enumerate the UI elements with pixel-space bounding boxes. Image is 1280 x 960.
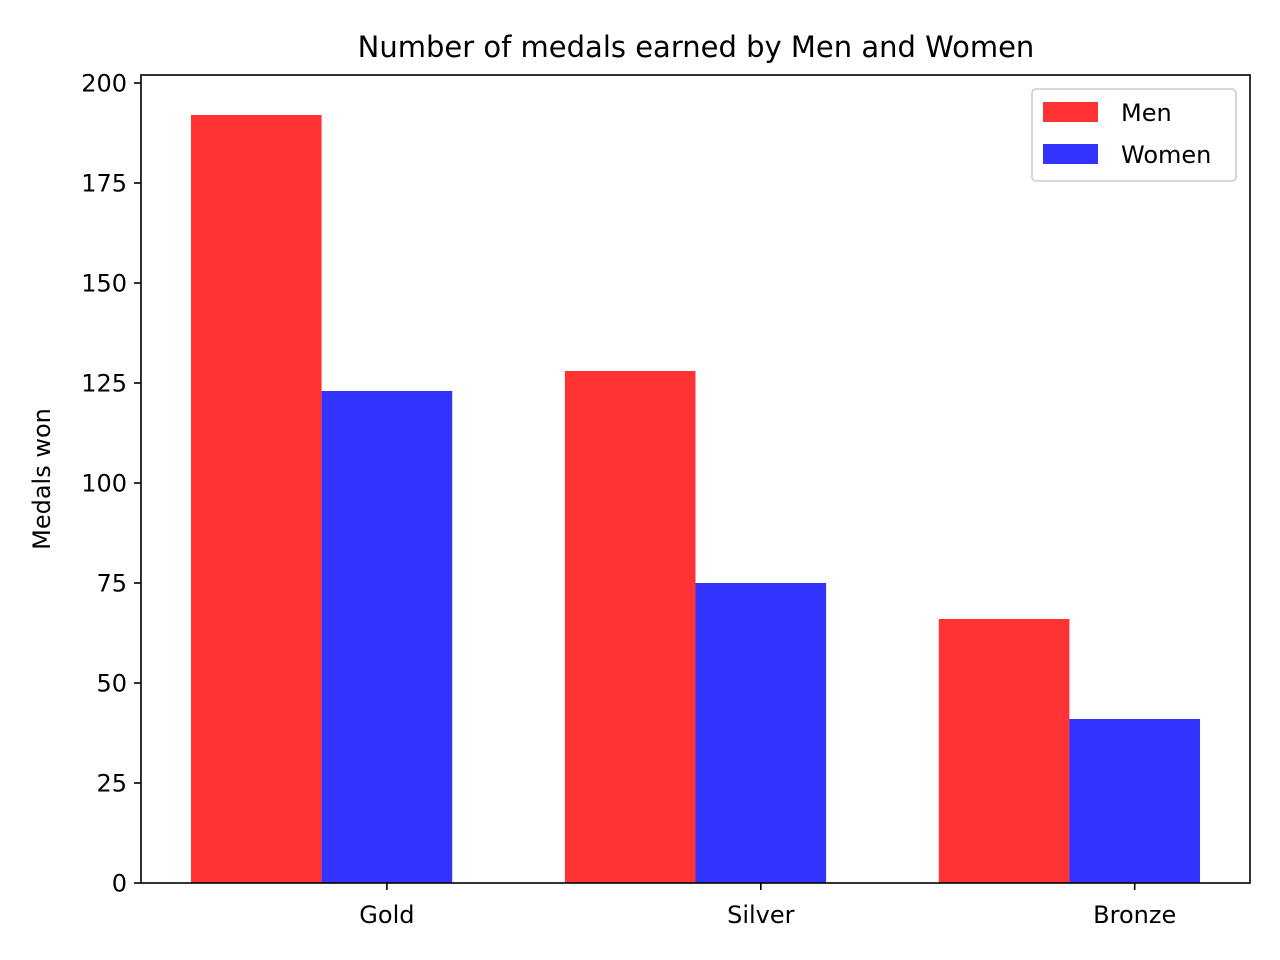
bar-men-gold <box>191 115 322 883</box>
y-tick-label-100: 100 <box>81 470 127 498</box>
y-tick-label-25: 25 <box>96 770 127 798</box>
y-tick-label-125: 125 <box>81 370 127 398</box>
y-tick-label-50: 50 <box>96 670 127 698</box>
bars-group <box>191 115 1200 883</box>
chart-title: Number of medals earned by Men and Women <box>358 30 1035 64</box>
plot-frame <box>140 74 1251 884</box>
y-axis-label: Medals won <box>28 408 56 550</box>
x-tick-label-silver: Silver <box>727 901 795 929</box>
y-tick-label-175: 175 <box>81 170 127 198</box>
legend: Men Women <box>1031 88 1237 182</box>
bar-women-bronze <box>1069 719 1200 883</box>
x-axis-ticks: Gold Silver Bronze <box>359 883 1176 929</box>
bar-women-silver <box>695 583 827 883</box>
x-tick-label-bronze: Bronze <box>1093 901 1176 929</box>
legend-swatch-men <box>1043 102 1098 122</box>
legend-label-men: Men <box>1121 99 1172 127</box>
bar-women-gold <box>321 391 453 883</box>
y-tick-label-0: 0 <box>112 870 127 898</box>
legend-label-women: Women <box>1121 141 1211 169</box>
bar-men-bronze <box>938 619 1070 883</box>
y-tick-label-200: 200 <box>81 70 127 98</box>
bar-men-silver <box>564 371 696 883</box>
legend-swatch-women <box>1043 144 1098 164</box>
y-axis-ticks: 0 25 50 75 100 125 150 175 200 <box>81 70 141 898</box>
x-tick-label-gold: Gold <box>359 901 414 929</box>
y-tick-label-75: 75 <box>96 570 127 598</box>
y-tick-label-150: 150 <box>81 270 127 298</box>
